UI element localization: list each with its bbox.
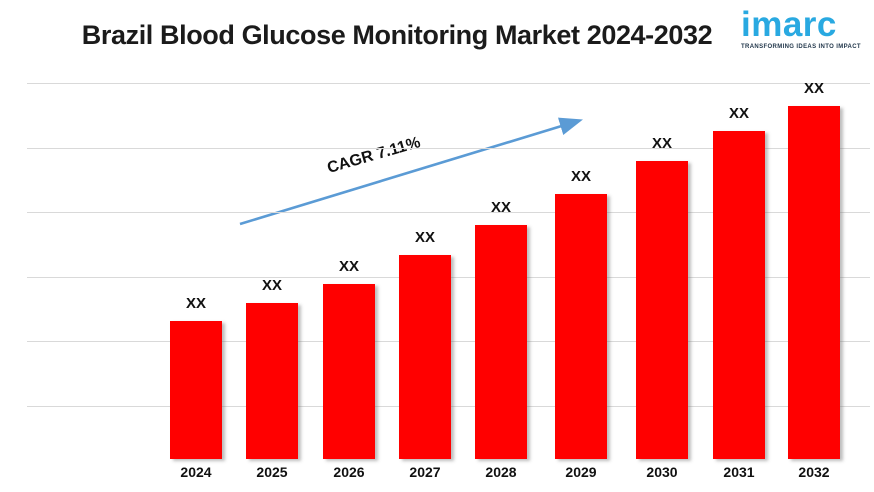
gridline [27, 212, 870, 213]
imarc-logo-text: imarc [741, 5, 837, 44]
bar-2031 [713, 131, 765, 459]
bar-2025 [246, 303, 298, 459]
bar-value-label-2030: XX [651, 135, 672, 152]
x-axis-label-2029: 2029 [565, 464, 597, 480]
imarc-logo-tagline: TRANSFORMING IDEAS INTO IMPACT [741, 44, 861, 51]
bar-value-label-2032: XX [803, 80, 824, 97]
x-axis-label-2030: 2030 [646, 464, 678, 480]
gridline [27, 83, 870, 84]
bar-2026 [323, 284, 375, 459]
gridline [27, 148, 870, 149]
bar-value-label-2031: XX [728, 105, 749, 122]
x-axis-label-2026: 2026 [333, 464, 365, 480]
imarc-logo: imarc TRANSFORMING IDEAS INTO IMPACT [741, 5, 861, 51]
bar-2027 [399, 255, 451, 459]
bar-2032 [788, 106, 840, 459]
cagr-annotation: CAGR 7.11% [325, 134, 423, 177]
x-axis-label-2024: 2024 [180, 464, 212, 480]
bar-2029 [555, 194, 607, 459]
bar-2024 [170, 321, 222, 459]
x-axis-label-2028: 2028 [485, 464, 517, 480]
bar-2030 [636, 161, 688, 459]
bar-value-label-2028: XX [490, 199, 511, 216]
bar-value-label-2024: XX [185, 295, 206, 312]
x-axis-label-2027: 2027 [409, 464, 441, 480]
bar-value-label-2027: XX [414, 229, 435, 246]
chart-title: Brazil Blood Glucose Monitoring Market 2… [81, 20, 713, 50]
bar-value-label-2025: XX [261, 277, 282, 294]
bar-2028 [475, 225, 527, 459]
x-axis-label-2025: 2025 [256, 464, 288, 480]
bar-value-label-2029: XX [570, 168, 591, 185]
x-axis-label-2031: 2031 [723, 464, 755, 480]
x-axis-label-2032: 2032 [798, 464, 830, 480]
bar-value-label-2026: XX [338, 258, 359, 275]
